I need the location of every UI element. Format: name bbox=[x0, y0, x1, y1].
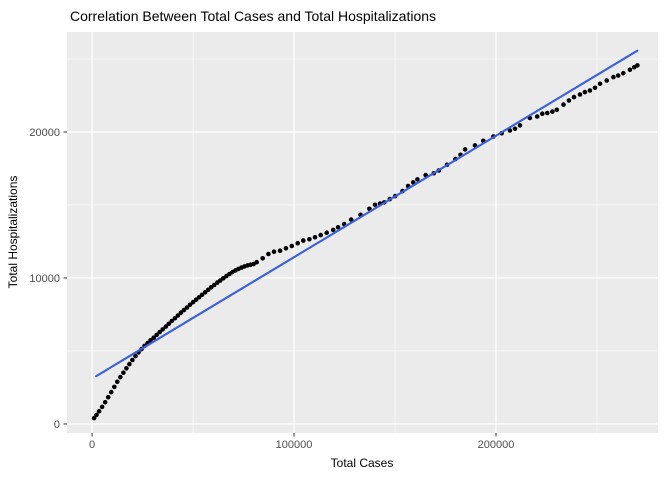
data-point bbox=[266, 251, 271, 257]
data-point bbox=[133, 353, 138, 359]
plot-panel bbox=[67, 32, 658, 433]
data-point bbox=[190, 299, 196, 305]
y-tick-label: 20000 bbox=[29, 127, 60, 139]
data-point bbox=[621, 70, 626, 76]
data-point bbox=[108, 389, 114, 395]
data-point bbox=[540, 111, 545, 116]
linear-fit-line bbox=[95, 49, 639, 378]
data-point bbox=[534, 114, 540, 119]
data-point bbox=[372, 202, 378, 208]
data-point bbox=[283, 246, 289, 251]
data-point bbox=[157, 329, 162, 335]
y-axis-title: Total Hospitalizations bbox=[6, 176, 20, 289]
regression-line-group bbox=[95, 49, 639, 378]
major-gridlines bbox=[67, 32, 658, 433]
data-point bbox=[507, 128, 513, 133]
y-tick-label: 0 bbox=[54, 419, 60, 431]
data-point bbox=[199, 292, 205, 298]
data-point bbox=[592, 85, 598, 91]
data-point bbox=[112, 384, 117, 390]
data-point bbox=[260, 255, 266, 261]
axis-ticks bbox=[63, 131, 497, 437]
data-point bbox=[130, 357, 135, 363]
data-point bbox=[175, 313, 181, 318]
data-point bbox=[187, 302, 193, 308]
data-point bbox=[318, 232, 324, 238]
data-point bbox=[550, 109, 555, 114]
x-axis-title: Total Cases bbox=[331, 456, 394, 470]
data-point bbox=[312, 234, 318, 240]
scatter-points bbox=[91, 63, 640, 421]
data-point bbox=[121, 370, 126, 376]
data-point bbox=[178, 310, 184, 316]
data-point bbox=[330, 227, 336, 233]
data-point bbox=[181, 307, 187, 313]
data-point bbox=[512, 126, 518, 132]
x-tick-label: 200000 bbox=[478, 439, 515, 451]
data-point bbox=[277, 248, 283, 253]
data-point bbox=[324, 230, 330, 235]
data-point bbox=[597, 81, 603, 87]
data-point bbox=[611, 74, 616, 80]
data-point bbox=[160, 327, 165, 332]
data-point bbox=[211, 282, 217, 288]
data-point bbox=[115, 379, 120, 385]
data-point bbox=[335, 225, 341, 230]
data-point bbox=[124, 366, 129, 371]
data-point bbox=[410, 180, 416, 185]
data-point bbox=[94, 412, 99, 418]
y-tick-label: 10000 bbox=[29, 273, 60, 285]
data-point bbox=[184, 305, 190, 310]
data-point bbox=[166, 321, 172, 327]
data-point bbox=[566, 98, 572, 103]
data-point bbox=[96, 408, 102, 414]
data-point bbox=[554, 107, 560, 113]
data-point bbox=[462, 147, 468, 152]
data-point bbox=[148, 338, 153, 343]
data-point bbox=[517, 123, 523, 128]
data-point bbox=[118, 374, 123, 380]
data-point bbox=[172, 316, 178, 321]
x-tick-label: 0 bbox=[89, 439, 95, 451]
data-point bbox=[105, 394, 111, 400]
data-point bbox=[571, 94, 577, 100]
data-point bbox=[561, 102, 566, 107]
data-point bbox=[102, 399, 108, 405]
data-point bbox=[271, 249, 277, 254]
data-point bbox=[577, 92, 583, 97]
data-point bbox=[169, 318, 175, 324]
data-point bbox=[289, 243, 295, 249]
data-point bbox=[154, 332, 159, 338]
data-point bbox=[307, 237, 312, 242]
chart-title: Correlation Between Total Cases and Tota… bbox=[70, 8, 436, 24]
data-point bbox=[99, 404, 105, 410]
data-point bbox=[301, 238, 306, 243]
data-point bbox=[587, 88, 593, 93]
data-point bbox=[254, 259, 259, 265]
axis-tick-labels: 0 100000 200000 0 10000 20000 bbox=[29, 127, 514, 451]
data-point bbox=[615, 73, 621, 78]
data-point bbox=[91, 415, 97, 421]
data-point bbox=[582, 89, 588, 95]
data-point bbox=[348, 217, 354, 222]
data-point bbox=[127, 361, 132, 367]
data-point bbox=[415, 177, 420, 182]
data-point bbox=[295, 240, 301, 246]
data-point bbox=[604, 78, 609, 83]
minor-gridlines bbox=[67, 32, 658, 433]
data-point bbox=[635, 63, 640, 68]
data-point bbox=[545, 110, 550, 116]
data-point bbox=[627, 67, 633, 73]
data-point bbox=[163, 324, 169, 329]
data-point bbox=[151, 335, 156, 341]
x-tick-label: 100000 bbox=[276, 439, 313, 451]
